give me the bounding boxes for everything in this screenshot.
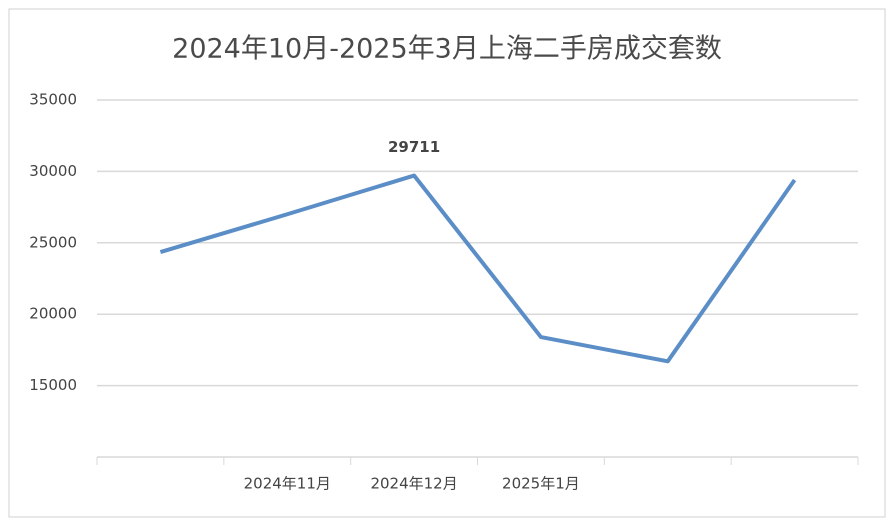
chart-title: 2024年10月-2025年3月上海二手房成交套数	[172, 34, 722, 65]
y-tick-label: 15000	[29, 376, 77, 394]
line-series	[159, 173, 797, 364]
chart-frame	[8, 8, 886, 518]
data-label: 29711	[388, 138, 440, 156]
y-tick-label: 30000	[29, 162, 77, 180]
x-tick-label: 2025年1月	[502, 475, 580, 493]
y-tick-label: 35000	[29, 91, 77, 109]
x-tick-label: 2024年11月	[244, 475, 331, 493]
y-tick-label: 20000	[29, 305, 77, 323]
y-tick-label: 25000	[29, 233, 77, 251]
x-tick-label: 2024年12月	[370, 475, 457, 493]
